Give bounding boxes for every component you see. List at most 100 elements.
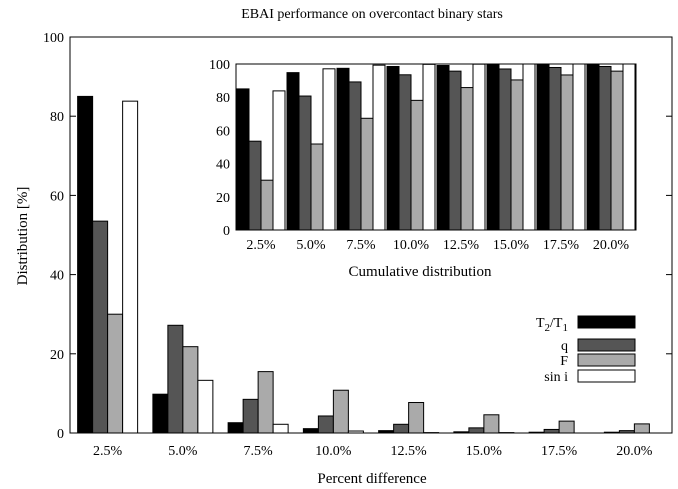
inset-bar-q-12-5 [448, 70, 462, 231]
main-x-tick-label: 15.0% [466, 444, 503, 459]
legend-label-t2-t1-sub: 2 [545, 322, 551, 334]
legend-entry-t2-t1: T2/T1 [536, 315, 636, 334]
main-x-tick-label: 5.0% [168, 444, 198, 459]
main-bar-t2-t1-7-5 [227, 422, 244, 434]
main-bar-f-10-0 [332, 389, 349, 434]
inset-bar-sin-i-2-5 [272, 90, 286, 231]
inset-x-axis-label: Cumulative distribution [349, 264, 492, 280]
main-bar-q-10-0 [317, 415, 334, 434]
main-x-tick-label: 17.5% [541, 444, 578, 459]
main-bar-sin-i-5-0 [197, 379, 214, 434]
chart-title: EBAI performance on overcontact binary s… [241, 7, 503, 22]
main-x-tick-label: 20.0% [616, 444, 653, 459]
inset-bar-t2-t1-5-0 [286, 72, 300, 231]
main-y-tick-label: 40 [50, 269, 64, 284]
inset-x-tick-label: 20.0% [593, 238, 630, 253]
main-bar-q-12-5 [393, 423, 410, 434]
inset-bar-sin-i-5-0 [322, 68, 336, 231]
inset-bar-sin-i-17-5 [572, 63, 586, 231]
main-frame [69, 36, 673, 434]
inset-y-tick-label: 40 [216, 158, 230, 173]
legend-swatch-sin-i [577, 369, 636, 383]
main-bar-sin-i-2-5 [122, 100, 139, 434]
inset-bar-q-5-0 [298, 95, 312, 231]
inset-bar-t2-t1-2-5 [236, 88, 250, 231]
svg-text:T2/T1: T2/T1 [536, 316, 568, 334]
inset-bar-q-17-5 [548, 66, 562, 231]
inset-bar-sin-i-7-5 [372, 64, 386, 231]
legend-label-q: q [561, 339, 568, 354]
inset-bar-t2-t1-15-0 [486, 64, 500, 231]
main-bar-t2-t1-10-0 [302, 428, 319, 434]
inset-bar-sin-i-12-5 [472, 63, 486, 231]
inset-bar-t2-t1-12-5 [436, 64, 450, 231]
main-bar-q-7-5 [242, 398, 259, 434]
legend-entry-sin-i: sin i [544, 369, 636, 385]
main-bar-q-2-5 [92, 220, 109, 434]
inset-x-tick-label: 12.5% [443, 238, 480, 253]
inset-y-tick-label: 0 [223, 224, 230, 239]
inset-bar-sin-i-10-0 [422, 63, 436, 231]
main-x-tick-label: 7.5% [244, 444, 274, 459]
x-axis-label: Percent difference [317, 471, 427, 487]
inset-x-tick-label: 15.0% [493, 238, 530, 253]
legend-swatch-t2-t1 [577, 315, 636, 329]
main-bar-f-12-5 [408, 402, 425, 434]
main-bar-q-17-5 [543, 428, 560, 434]
legend: T2/T1 q F sin i [536, 315, 636, 385]
main-bar-f-7-5 [257, 371, 274, 434]
inset-bar-q-7-5 [348, 81, 362, 231]
inset-bar-f-12-5 [460, 87, 474, 231]
legend-entry-q: q [561, 338, 636, 354]
inset-x-tick-label: 10.0% [393, 238, 430, 253]
main-bar-q-5-0 [167, 324, 184, 434]
inset-x-tick-label: 2.5% [246, 238, 276, 253]
main-bar-f-17-5 [558, 420, 575, 434]
legend-label-f: F [560, 354, 568, 369]
main-bar-q-20-0 [618, 430, 635, 434]
main-bar-f-15-0 [483, 414, 500, 434]
main-y-tick-label: 20 [50, 348, 64, 363]
inset-bar-q-15-0 [498, 68, 512, 231]
main-bar-sin-i-7-5 [272, 423, 289, 434]
main-bar-t2-t1-17-5 [528, 431, 545, 434]
main-bar-sin-i-10-0 [347, 430, 364, 434]
legend-label-sin-i: sin i [544, 370, 568, 385]
inset-x-tick-label: 5.0% [296, 238, 326, 253]
inset-x-tick-label: 17.5% [543, 238, 580, 253]
inset-bar-f-15-0 [510, 79, 524, 231]
main-bar-t2-t1-20-0 [603, 431, 620, 434]
inset-y-tick-label: 100 [209, 58, 230, 73]
inset-bar-t2-t1-7-5 [336, 67, 350, 231]
main-y-tick-label: 80 [50, 110, 64, 125]
inset-plot-area: 0 20 40 60 80 100 2.5% 5.0% 7.5% 10.0% 12.5% 15.0% 1… [209, 54, 637, 253]
main-bar-f-5-0 [182, 346, 199, 434]
inset-bar-f-5-0 [310, 143, 324, 231]
inset-y-tick-label: 80 [216, 91, 230, 106]
main-bar-f-2-5 [107, 313, 124, 434]
main-bar-f-20-0 [633, 423, 650, 434]
inset-bar-f-10-0 [410, 99, 424, 231]
main-x-tick-label: 12.5% [391, 444, 428, 459]
main-x-tick-label: 10.0% [315, 444, 352, 459]
legend-label-t2-t1-mid: /T [550, 316, 563, 331]
legend-swatch-f [577, 353, 636, 367]
inset-frame [235, 63, 637, 231]
inset-bar-f-2-5 [260, 179, 274, 231]
inset-bar-f-17-5 [560, 74, 574, 231]
main-bar-q-15-0 [468, 427, 485, 434]
inset-bar-q-2-5 [248, 140, 262, 231]
legend-swatch-q [577, 338, 636, 352]
legend-label-t2-t1-sub2: 1 [563, 322, 569, 334]
inset-bar-q-20-0 [598, 65, 612, 231]
inset-bar-sin-i-15-0 [522, 63, 536, 231]
main-bar-t2-t1-2-5 [77, 95, 94, 434]
main-bar-t2-t1-5-0 [152, 393, 169, 434]
main-y-tick-label: 0 [57, 427, 64, 442]
legend-entry-f: F [560, 353, 636, 369]
main-x-tick-label: 2.5% [93, 444, 123, 459]
legend-label-t2-t1: T [536, 316, 545, 331]
inset-bar-sin-i-20-0 [622, 63, 636, 231]
